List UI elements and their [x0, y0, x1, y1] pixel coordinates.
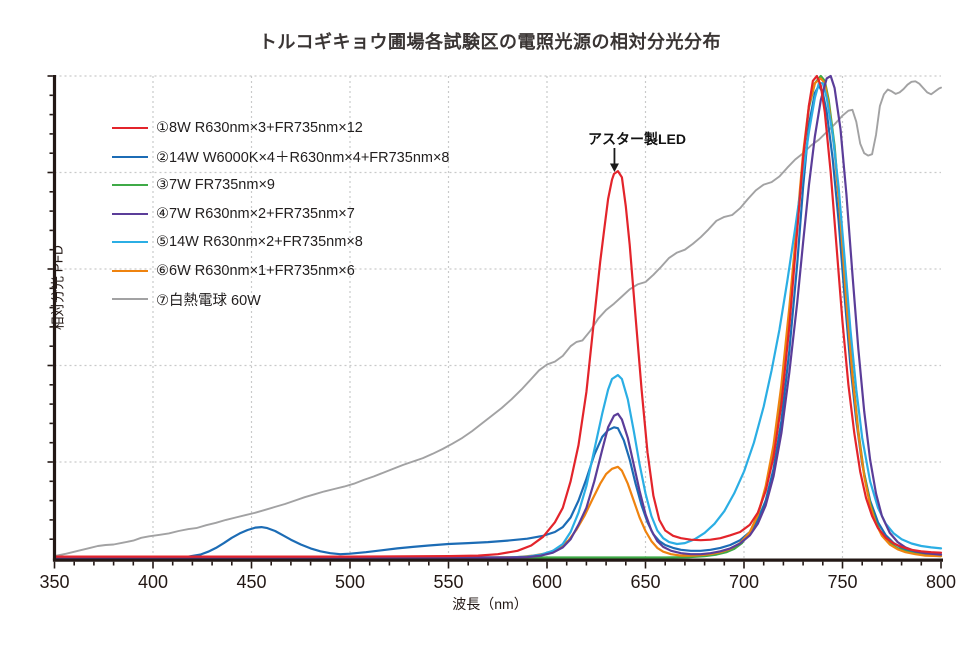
axis-ticks: [47, 75, 942, 569]
series-curves: [53, 74, 943, 559]
chart-title: トルコギキョウ圃場各試験区の電照光源の相対分光分布: [258, 32, 722, 52]
axes: [52, 75, 943, 562]
legend-swatch: [112, 127, 148, 130]
legend-label: ⑤14W R630nm×2+FR735nm×8: [156, 234, 363, 251]
x-tick-label: 500: [335, 572, 365, 592]
legend-swatch: [112, 241, 148, 244]
legend-item-7: ⑦白熱電球 60W: [112, 285, 450, 314]
legend-item-3: ③7W FR735nm×9: [112, 171, 450, 200]
legend-item-1: ①8W R630nm×3+FR735nm×12: [112, 114, 450, 143]
legend-swatch: [112, 184, 148, 187]
series-line-4: [53, 74, 943, 559]
annotation-label: アスター製LED: [588, 131, 686, 147]
x-tick-label: 350: [39, 572, 69, 592]
y-axis-label: 相対分光 PFD: [50, 245, 66, 330]
legend-label: ⑥6W R630nm×1+FR735nm×6: [156, 262, 355, 279]
legend-label: ③7W FR735nm×9: [156, 177, 275, 194]
x-tick-label: 550: [433, 572, 463, 592]
legend-item-2: ②14W W6000K×4＋R630nm×4+FR735nm×8: [112, 143, 450, 172]
x-tick-label: 400: [138, 572, 168, 592]
series-line-7: [53, 80, 942, 558]
x-tick-label: 650: [630, 572, 660, 592]
annotation-arrow: [609, 148, 619, 172]
legend-label: ④7W R630nm×2+FR735nm×7: [156, 205, 355, 222]
legend-item-5: ⑤14W R630nm×2+FR735nm×8: [112, 228, 450, 257]
legend-label: ⑦白熱電球 60W: [156, 292, 261, 309]
legend-label: ①8W R630nm×3+FR735nm×12: [156, 120, 363, 137]
legend-swatch: [112, 155, 148, 158]
x-tick-label: 800: [926, 572, 956, 592]
legend-label: ②14W W6000K×4＋R630nm×4+FR735nm×8: [156, 150, 450, 167]
legend-item-6: ⑥6W R630nm×1+FR735nm×6: [112, 257, 450, 286]
x-tick-label: 600: [532, 572, 562, 592]
series-line-2: [53, 84, 943, 559]
series-line-5: [53, 82, 943, 559]
legend-swatch: [112, 269, 148, 272]
series-line-1: [53, 74, 943, 558]
x-tick-labels: 350 400 450 500 550 600 650 700 750 800: [39, 572, 956, 592]
legend-item-4: ④7W R630nm×2+FR735nm×7: [112, 200, 450, 229]
legend-swatch: [112, 212, 148, 215]
legend: ①8W R630nm×3+FR735nm×12 ②14W W6000K×4＋R63…: [112, 114, 450, 314]
x-axis-label: 波長（nm）: [452, 596, 528, 612]
x-tick-label: 700: [729, 572, 759, 592]
x-tick-label: 450: [236, 572, 266, 592]
legend-swatch: [112, 298, 148, 301]
x-tick-label: 750: [827, 572, 857, 592]
